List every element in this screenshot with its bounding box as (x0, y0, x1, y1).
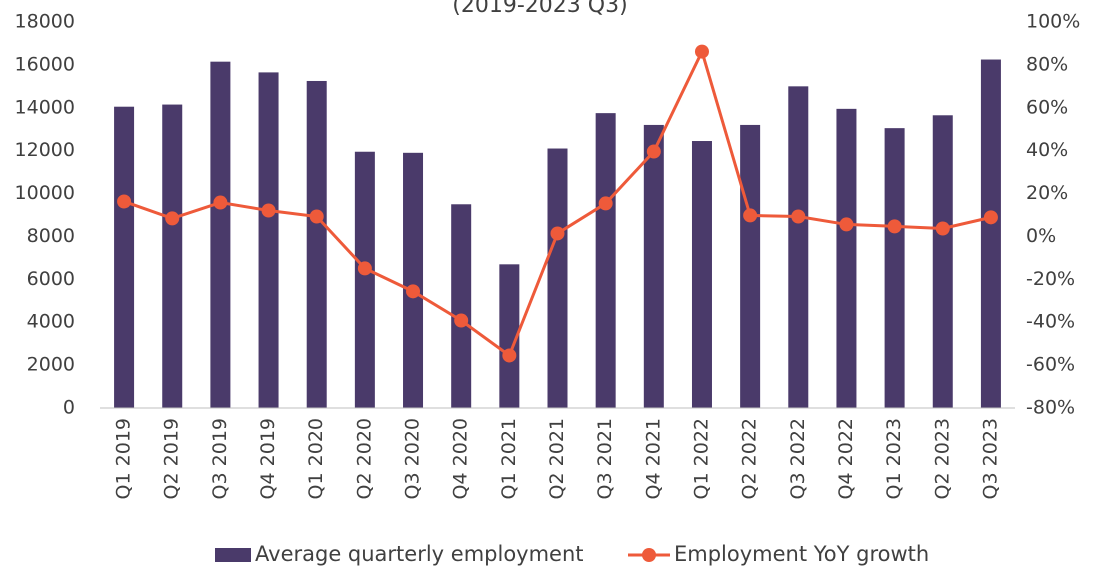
x-tick-label: Q1 2019 (113, 418, 135, 499)
legend-marker (642, 548, 656, 562)
y2-tick-label: 100% (1026, 11, 1080, 33)
line-marker (454, 313, 469, 328)
line-marker (213, 195, 228, 210)
line-marker (165, 211, 180, 226)
line-marker (887, 219, 902, 234)
y-tick-label: 6000 (27, 268, 75, 290)
x-tick-label: Q2 2020 (353, 418, 375, 499)
y-tick-label: 8000 (27, 225, 75, 247)
x-tick-label: Q4 2020 (450, 418, 472, 499)
line-marker (261, 203, 276, 218)
legend-swatch (215, 548, 251, 562)
y-tick-label: 14000 (15, 96, 75, 118)
bar (354, 151, 375, 408)
x-tick-label: Q2 2019 (161, 418, 183, 499)
x-tick-label: Q2 2021 (546, 418, 568, 499)
line-marker (309, 209, 324, 224)
y2-tick-label: 40% (1026, 139, 1068, 161)
x-tick-label: Q3 2021 (594, 418, 616, 499)
y2-tick-label: -60% (1026, 354, 1075, 376)
line-marker (550, 226, 565, 241)
x-tick-label: Q3 2019 (209, 418, 231, 499)
x-tick-label: Q4 2019 (257, 418, 279, 499)
line-marker (502, 348, 517, 363)
bar (836, 108, 857, 408)
y-tick-label: 12000 (15, 139, 75, 161)
line-marker (406, 284, 421, 299)
bar (403, 152, 424, 408)
bar (162, 104, 183, 409)
x-tick-label: Q3 2020 (402, 418, 424, 499)
x-tick-label: Q3 2022 (787, 418, 809, 499)
y2-tick-label: 60% (1026, 96, 1068, 118)
bar (451, 204, 472, 408)
bar (258, 72, 279, 409)
y2-tick-label: -80% (1026, 397, 1075, 419)
line-marker (598, 196, 613, 211)
y2-tick-label: -40% (1026, 311, 1075, 333)
legend-label: Average quarterly employment (255, 542, 584, 566)
x-tick-label: Q1 2020 (305, 418, 327, 499)
y2-tick-label: 20% (1026, 182, 1068, 204)
y2-tick-label: 80% (1026, 53, 1068, 75)
bar (114, 106, 135, 408)
y-tick-label: 4000 (27, 311, 75, 333)
bar (691, 141, 712, 408)
x-tick-label: Q2 2023 (931, 418, 953, 499)
x-tick-label: Q3 2023 (979, 418, 1001, 499)
line-marker (646, 144, 661, 159)
x-tick-label: Q1 2022 (690, 418, 712, 499)
x-tick-label: Q4 2021 (642, 418, 664, 499)
y-tick-label: 18000 (15, 11, 75, 33)
bar (643, 124, 664, 408)
y-tick-label: 16000 (15, 53, 75, 75)
bar (306, 80, 327, 408)
line-marker (935, 221, 950, 236)
y-tick-label: 0 (63, 397, 75, 419)
legend-label: Employment YoY growth (674, 542, 929, 566)
x-tick-label: Q4 2022 (835, 418, 857, 499)
line-marker (117, 194, 132, 209)
bar (980, 59, 1001, 409)
bar (788, 86, 809, 408)
x-tick-label: Q1 2021 (498, 418, 520, 499)
line-marker (357, 261, 372, 276)
bar (499, 264, 520, 408)
y-tick-label: 2000 (27, 354, 75, 376)
line-marker (983, 210, 998, 225)
line-marker (694, 44, 709, 59)
x-tick-label: Q2 2022 (739, 418, 761, 499)
bar (884, 128, 905, 408)
line-marker (743, 208, 758, 223)
bar (932, 115, 953, 409)
y2-tick-label: 0% (1026, 225, 1056, 247)
bar (210, 61, 231, 409)
chart-title: (2019-2023 Q3) (452, 0, 627, 18)
line-marker (791, 209, 806, 224)
y-tick-label: 10000 (15, 182, 75, 204)
bar (595, 113, 616, 408)
bar (547, 148, 568, 408)
line-marker (839, 217, 854, 232)
bar (740, 124, 761, 408)
x-tick-label: Q1 2023 (883, 418, 905, 499)
y2-tick-label: -20% (1026, 268, 1075, 290)
